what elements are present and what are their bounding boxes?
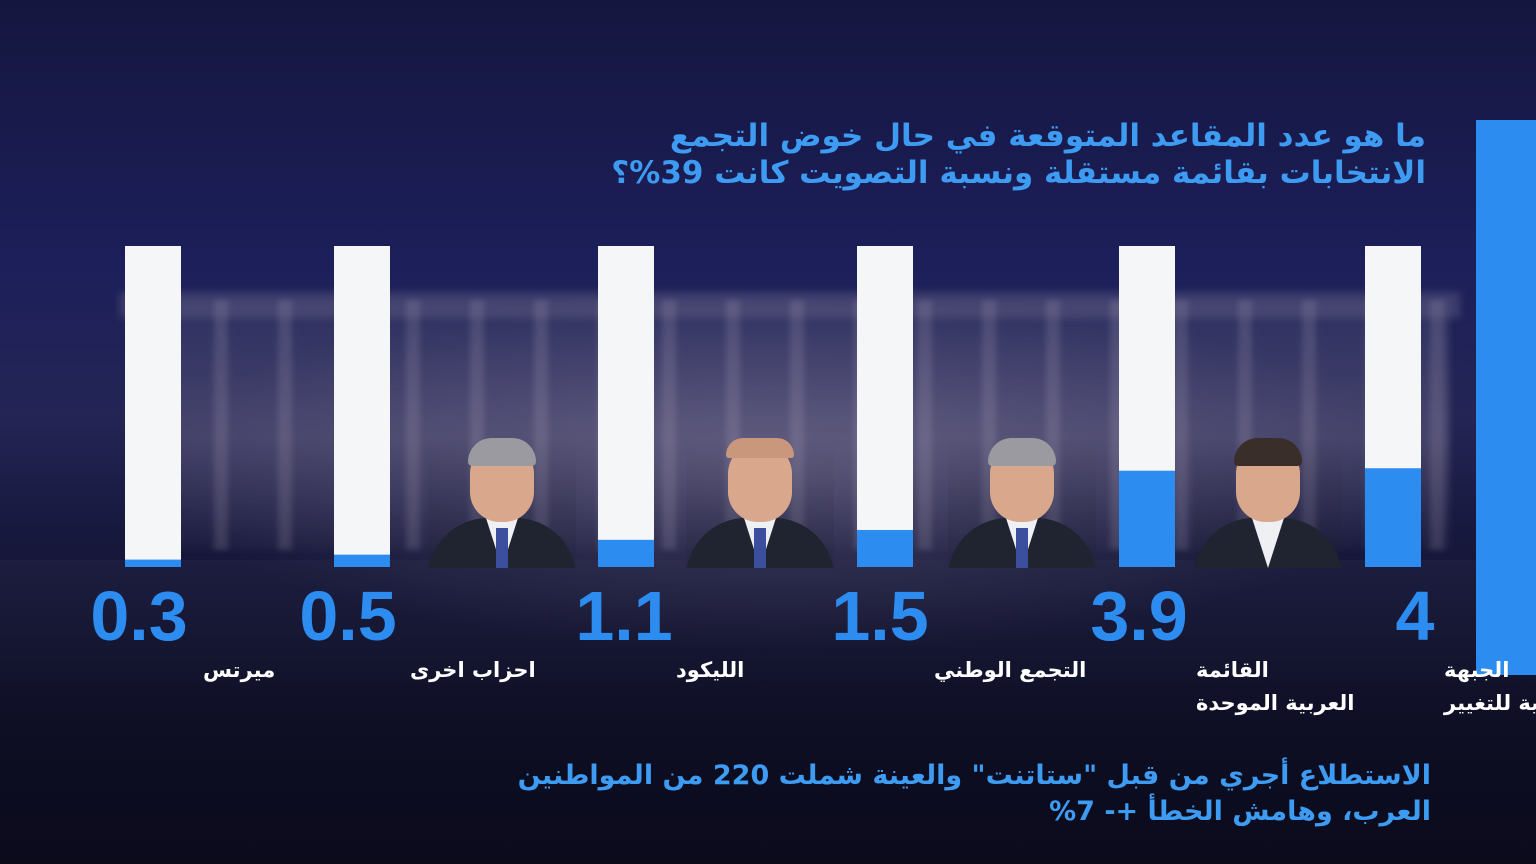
category-label: الليكود xyxy=(676,658,744,682)
bar xyxy=(857,529,913,567)
bar xyxy=(125,559,181,567)
portrait-4 xyxy=(428,436,576,568)
question-line-2: الانتخابات بقائمة مستقلة ونسبة التصويت ك… xyxy=(611,155,1426,191)
bar-track xyxy=(334,246,390,567)
chart-question: ما هو عدد المقاعد المتوقعة في حال خوض ال… xyxy=(526,118,1426,192)
footnote: الاستطلاع أجري من قبل "ستاتنت" والعينة ش… xyxy=(471,758,1431,830)
bar-track xyxy=(598,246,654,567)
road xyxy=(0,560,1536,864)
data-label: 1.5 xyxy=(831,577,928,655)
category-label: القائمة xyxy=(1196,658,1269,682)
data-label: 1.1 xyxy=(575,577,672,655)
data-label: 0.5 xyxy=(299,577,396,655)
question-line-1: ما هو عدد المقاعد المتوقعة في حال خوض ال… xyxy=(669,118,1426,154)
bar-track xyxy=(125,246,181,567)
category-label: الجبهة xyxy=(1444,658,1509,682)
portrait-2 xyxy=(948,436,1096,568)
data-label: 4 xyxy=(1396,577,1435,655)
category-label: التجمع الوطني xyxy=(934,658,1086,682)
bar xyxy=(1119,470,1175,567)
data-label: 0.3 xyxy=(90,577,187,655)
portrait-3 xyxy=(686,436,834,568)
bar xyxy=(334,554,390,567)
accent-bar xyxy=(1476,120,1536,675)
bar-track xyxy=(857,246,913,567)
footnote-line-1: الاستطلاع أجري من قبل "ستاتنت" والعينة ش… xyxy=(517,760,1431,791)
category-label: ميرتس xyxy=(203,658,275,682)
bar xyxy=(1365,468,1421,567)
portrait-1 xyxy=(1194,436,1342,568)
data-label: 3.9 xyxy=(1090,577,1187,655)
bar xyxy=(598,539,654,567)
category-label: والعربية للتغيير xyxy=(1443,691,1536,715)
category-label: احزاب اخرى xyxy=(410,658,536,682)
footnote-line-2: العرب، وهامش الخطأ +- 7% xyxy=(1049,796,1431,827)
category-label: العربية الموحدة xyxy=(1196,691,1355,715)
